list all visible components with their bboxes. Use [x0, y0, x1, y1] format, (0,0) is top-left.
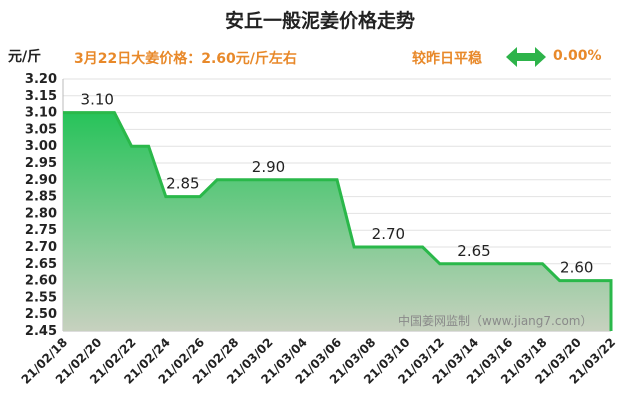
x-axis: 21/02/1821/02/2021/02/2221/02/2421/02/26…: [19, 335, 619, 387]
y-tick-label: 2.95: [25, 156, 57, 171]
double-arrow-icon: [506, 47, 546, 71]
y-axis-unit-label: 元/斤: [8, 49, 42, 65]
data-label: 2.70: [372, 225, 405, 243]
data-label: 2.60: [560, 259, 593, 277]
price-area: [63, 112, 611, 331]
y-tick-label: 2.55: [25, 290, 57, 305]
chart-title: 安丘一般泥姜价格走势: [224, 10, 415, 32]
y-tick-label: 2.80: [25, 206, 57, 221]
y-tick-label: 2.75: [25, 223, 57, 238]
price-line: [63, 111, 613, 331]
data-label: 2.90: [252, 158, 285, 176]
y-tick-label: 3.05: [25, 122, 57, 137]
y-axis: 3.20 3.15 3.103.05 3.00 2.95 2.90 2.852.80 2.75…: [25, 72, 57, 339]
current-price-note: 3月22日大姜价格：2.60元/斤左右: [74, 51, 297, 67]
data-label: 2.85: [166, 175, 199, 193]
y-tick-label: 2.85: [25, 190, 57, 205]
y-tick-label: 3.15: [25, 89, 57, 104]
data-label: 3.10: [81, 91, 114, 109]
watermark: 中国姜网监制（www.jiang7.com）: [398, 313, 592, 328]
y-tick-label: 2.50: [25, 307, 57, 322]
y-tick-label: 2.65: [25, 257, 57, 272]
y-tick-label: 2.60: [25, 274, 57, 289]
data-label: 2.65: [457, 242, 490, 260]
y-tick-label: 3.20: [25, 72, 57, 87]
trend-change-value: 0.00%: [553, 48, 602, 64]
y-tick-label: 2.45: [25, 324, 57, 339]
y-tick-label: 2.90: [25, 173, 57, 188]
trend-label: 较昨日平稳: [412, 51, 482, 67]
data-labels: 3.10 2.85 2.90 2.70 2.65 2.60: [81, 91, 594, 277]
y-tick-label: 2.70: [25, 240, 57, 255]
y-tick-label: 3.00: [25, 139, 57, 154]
y-tick-label: 3.10: [25, 106, 57, 121]
